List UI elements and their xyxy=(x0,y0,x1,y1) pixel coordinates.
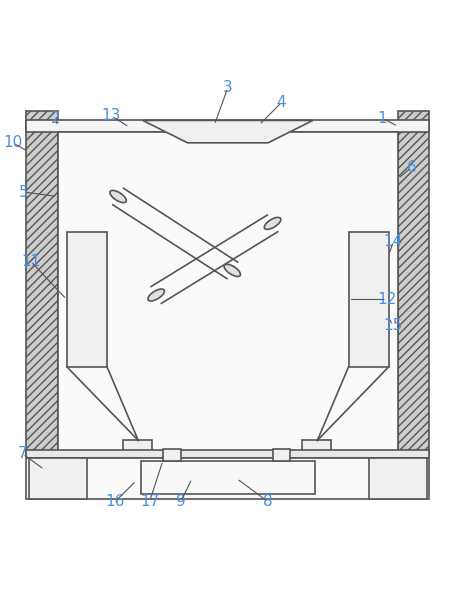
Bar xyxy=(302,441,331,456)
Ellipse shape xyxy=(264,217,281,230)
Bar xyxy=(123,441,152,456)
Bar xyxy=(67,232,107,366)
Bar xyxy=(163,450,181,461)
Text: 15: 15 xyxy=(383,318,402,333)
Ellipse shape xyxy=(148,289,164,301)
Text: 2: 2 xyxy=(51,111,60,126)
Bar xyxy=(26,450,429,458)
Ellipse shape xyxy=(224,264,241,277)
Text: 1: 1 xyxy=(377,111,387,126)
Bar xyxy=(26,458,429,499)
Text: 7: 7 xyxy=(18,447,28,461)
Bar xyxy=(58,132,398,456)
Text: 13: 13 xyxy=(102,109,121,123)
Bar xyxy=(140,461,315,494)
Bar xyxy=(273,450,290,461)
Bar xyxy=(26,120,429,132)
Text: 10: 10 xyxy=(3,135,23,150)
Text: 6: 6 xyxy=(406,160,416,175)
Text: 8: 8 xyxy=(263,494,273,509)
Text: 17: 17 xyxy=(140,494,159,509)
Text: 5: 5 xyxy=(19,185,29,199)
Bar xyxy=(398,112,429,456)
Text: 14: 14 xyxy=(384,234,403,249)
Text: 12: 12 xyxy=(377,292,396,307)
Polygon shape xyxy=(143,120,313,143)
Text: 4: 4 xyxy=(277,95,286,110)
Bar xyxy=(26,112,58,456)
Text: 3: 3 xyxy=(223,80,233,95)
Ellipse shape xyxy=(110,191,126,202)
Text: 16: 16 xyxy=(105,494,125,509)
Bar xyxy=(29,458,87,499)
Bar xyxy=(349,232,389,366)
Text: 9: 9 xyxy=(176,494,186,509)
Bar xyxy=(369,458,427,499)
Text: 11: 11 xyxy=(21,254,40,269)
